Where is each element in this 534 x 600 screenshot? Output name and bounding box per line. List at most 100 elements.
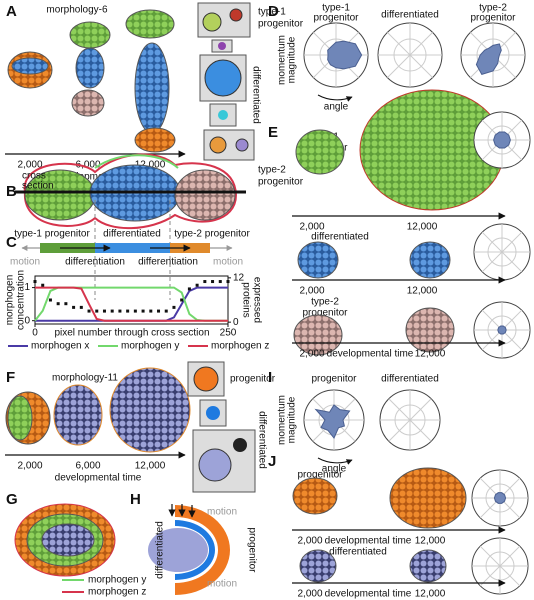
label: type-1 bbox=[258, 7, 286, 18]
label: differentiated bbox=[256, 411, 267, 469]
panel-label: J bbox=[268, 453, 276, 470]
y-tick-label: 0 bbox=[24, 315, 30, 326]
y-tick-label: 1 bbox=[24, 282, 30, 293]
label: type-2 bbox=[479, 3, 507, 14]
y-axis-label: morphogen bbox=[5, 275, 16, 326]
label: progenitor bbox=[302, 308, 348, 319]
cell-icon bbox=[193, 366, 219, 392]
label: morphology-11 bbox=[52, 373, 118, 384]
data-point bbox=[110, 309, 114, 313]
label: momentum bbox=[277, 35, 288, 85]
cell-cluster bbox=[409, 549, 447, 583]
label: 6,000 bbox=[75, 461, 100, 472]
data-point bbox=[180, 298, 184, 302]
data-point bbox=[87, 309, 91, 313]
label: 12,000 bbox=[407, 222, 438, 233]
panel-label: C bbox=[6, 234, 17, 251]
label: progenitor bbox=[311, 374, 357, 385]
polar-axis bbox=[387, 32, 433, 78]
label: motion bbox=[207, 507, 237, 518]
cell-icon bbox=[206, 406, 220, 420]
cell-cluster bbox=[69, 21, 111, 49]
cell-cluster bbox=[389, 467, 467, 529]
cell-icon bbox=[235, 138, 249, 152]
label: 2,000 bbox=[297, 589, 322, 600]
data-point bbox=[149, 309, 153, 313]
label: cross bbox=[22, 171, 46, 182]
label: differentiated bbox=[381, 10, 439, 21]
data-point bbox=[218, 280, 222, 284]
label: 12,000 bbox=[415, 589, 446, 600]
label: 12,000 bbox=[415, 536, 446, 547]
label: type-2 bbox=[311, 297, 339, 308]
cell-cluster bbox=[134, 42, 170, 134]
label: motion bbox=[10, 257, 40, 268]
data-point bbox=[211, 280, 215, 284]
x-tick-label: 0 bbox=[32, 328, 38, 339]
series-line bbox=[34, 286, 228, 322]
cell-cluster bbox=[41, 523, 95, 557]
transition-layer bbox=[175, 520, 215, 580]
y-axis-label: concentration bbox=[16, 270, 27, 330]
series-line bbox=[35, 286, 228, 322]
label: motion bbox=[207, 579, 237, 590]
label: type-1 progenitor bbox=[14, 229, 90, 240]
label: 12,000 bbox=[135, 461, 166, 472]
label: 2,000 bbox=[299, 286, 324, 297]
legend-label: morphogen z bbox=[211, 341, 269, 352]
label: progenitor bbox=[297, 470, 343, 481]
label: progenitor bbox=[258, 177, 304, 188]
cell-cluster bbox=[299, 549, 337, 583]
panel-label: G bbox=[6, 491, 18, 508]
label: morphology-6 bbox=[46, 5, 108, 16]
panel-label: I bbox=[268, 369, 272, 386]
legend-label: morphogen x bbox=[31, 341, 89, 352]
data-point bbox=[48, 298, 52, 302]
panel-label: E bbox=[268, 124, 278, 141]
y2-axis-label: expressed bbox=[251, 277, 262, 323]
label: morphogen y bbox=[88, 575, 146, 586]
panel-label: A bbox=[6, 3, 17, 20]
angle-arrow bbox=[317, 94, 353, 102]
progenitor-layer bbox=[175, 505, 230, 595]
label: magnitude bbox=[287, 396, 298, 443]
label: type-2 bbox=[258, 165, 286, 176]
differentiated-core bbox=[148, 528, 208, 572]
panel-label: D bbox=[268, 3, 279, 20]
label: momentum bbox=[277, 395, 288, 445]
cell-icon bbox=[202, 12, 222, 32]
data-point bbox=[118, 309, 122, 313]
cell-cluster bbox=[134, 127, 176, 153]
label: 2,000 bbox=[17, 160, 42, 171]
label: differentiated bbox=[155, 521, 166, 579]
cell-icon bbox=[198, 448, 232, 482]
phase-bar bbox=[95, 243, 170, 253]
contour bbox=[94, 154, 179, 169]
momentum-shape bbox=[497, 325, 507, 335]
plot-frame bbox=[34, 275, 229, 325]
contour bbox=[23, 153, 238, 230]
cell-cluster bbox=[75, 47, 105, 89]
cell-icon bbox=[218, 42, 226, 50]
momentum-shape bbox=[493, 131, 511, 149]
label: angle bbox=[322, 464, 347, 475]
label: developmental time bbox=[325, 536, 412, 547]
cell-cluster bbox=[125, 9, 175, 39]
polar-axis bbox=[388, 398, 432, 442]
data-point bbox=[157, 309, 161, 313]
cell-cluster bbox=[11, 57, 49, 75]
label: motion bbox=[213, 257, 243, 268]
data-point bbox=[172, 305, 176, 309]
data-point bbox=[33, 280, 37, 284]
data-point bbox=[164, 309, 168, 313]
data-point bbox=[195, 283, 199, 287]
label: 12,000 bbox=[407, 286, 438, 297]
data-point bbox=[95, 309, 99, 313]
y2-tick-label: 0 bbox=[233, 317, 239, 328]
label: 2,000 bbox=[299, 349, 324, 360]
cell-icon bbox=[204, 59, 242, 97]
momentum-shape bbox=[493, 492, 507, 504]
label: 2,000 bbox=[299, 222, 324, 233]
label: differentiated bbox=[381, 374, 439, 385]
data-point bbox=[41, 283, 45, 287]
